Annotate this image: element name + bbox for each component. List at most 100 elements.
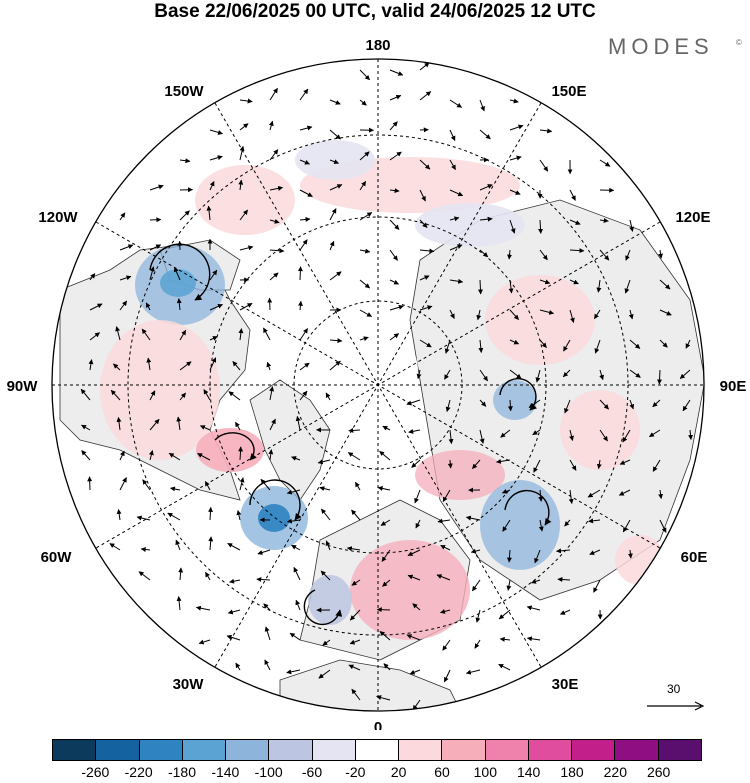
wind-vector — [239, 209, 248, 221]
wind-vector — [380, 519, 391, 526]
anomaly-shading — [100, 140, 665, 640]
wind-vector — [299, 362, 310, 371]
colorbar — [52, 739, 702, 761]
wind-vector — [289, 632, 301, 641]
wind-vector — [569, 309, 575, 323]
wind-vector — [227, 609, 241, 615]
wind-vector — [509, 369, 522, 379]
wind-vector — [382, 579, 391, 587]
wind-vector — [509, 98, 519, 104]
wind-vector — [564, 399, 571, 414]
wind-vector — [436, 574, 451, 581]
wind-vector — [208, 536, 214, 551]
wind-vector — [209, 155, 223, 161]
anomaly-high-siberia — [485, 275, 595, 365]
lon-label-150w: 150W — [164, 83, 204, 100]
colorbar-box — [96, 740, 140, 760]
wind-vector — [149, 217, 162, 223]
wind-vector — [477, 279, 483, 295]
colorbar-tick-label: 20 — [390, 764, 407, 780]
wind-vector — [474, 639, 481, 649]
reference-vector-arrow — [647, 701, 705, 711]
wind-vector — [149, 184, 164, 191]
wind-vector — [563, 339, 571, 352]
wind-vector — [688, 429, 694, 440]
lon-label-30w: 30W — [173, 676, 205, 693]
wind-vector — [264, 626, 271, 641]
wind-vector — [682, 399, 691, 412]
wind-vector — [168, 452, 181, 461]
wind-vector — [557, 577, 571, 582]
wind-vector — [321, 508, 331, 521]
wind-vector — [652, 399, 661, 408]
anomaly-high-east-atlantic — [615, 535, 665, 585]
wind-vector — [178, 567, 184, 581]
colorbar-box — [355, 740, 400, 760]
wind-vector — [379, 450, 391, 461]
wind-vector — [297, 266, 303, 281]
wind-vector — [119, 212, 126, 221]
wind-vector — [376, 607, 391, 613]
wind-vector — [179, 361, 192, 371]
wind-vector — [179, 210, 190, 221]
colorbar-tick-label: 180 — [560, 764, 584, 780]
wind-vector — [359, 279, 371, 289]
wind-vector — [599, 218, 609, 223]
wind-vector — [349, 639, 361, 645]
wind-vector — [209, 180, 215, 191]
wind-vector — [299, 390, 308, 401]
graticule — [52, 59, 704, 711]
wind-vector — [318, 669, 331, 679]
wind-vector — [293, 566, 301, 581]
wind-vector — [415, 519, 421, 529]
wind-vector — [198, 639, 211, 645]
wind-vector — [197, 453, 211, 461]
colorbar-tick-label: -100 — [254, 764, 283, 780]
wind-vector — [389, 279, 400, 285]
wind-vector — [264, 659, 271, 671]
wind-vector — [569, 429, 574, 441]
wind-vector — [149, 266, 155, 281]
wind-vector — [419, 219, 428, 228]
lon-label-60e: 60E — [681, 549, 708, 566]
wind-vector — [87, 476, 93, 491]
wind-vector — [208, 506, 214, 521]
wind-vector — [444, 339, 451, 354]
wind-vector — [534, 549, 541, 564]
map-boundary — [51, 58, 705, 712]
wind-vector — [329, 240, 335, 251]
polar-map: 180 0 90W 90E 150W 120W 60W 30W 150E 120… — [7, 37, 747, 730]
wind-vector — [329, 184, 343, 191]
lon-label-120e: 120E — [675, 209, 710, 226]
wind-vector — [359, 248, 371, 254]
wind-vector — [659, 519, 667, 533]
wind-vector — [297, 300, 303, 311]
wind-vector — [559, 609, 571, 615]
wind-vector — [238, 446, 244, 461]
wind-vector — [569, 279, 579, 285]
brand-logo: MODES — [608, 34, 714, 59]
lon-label-30e: 30E — [552, 676, 579, 693]
wind-vector — [329, 338, 343, 344]
wind-vector — [624, 279, 631, 294]
wind-vector — [136, 515, 151, 521]
wind-vector — [679, 369, 691, 379]
wind-vector — [238, 328, 244, 341]
wind-vector — [476, 309, 482, 321]
wind-vector — [299, 125, 313, 131]
map-title: Base 22/06/2025 00 UTC, valid 24/06/2025… — [154, 1, 596, 22]
wind-vector — [622, 519, 631, 533]
wind-vector — [506, 579, 512, 591]
colorbar-tick-label: 140 — [516, 764, 541, 780]
wind-vector — [359, 336, 369, 342]
wind-vector — [409, 669, 421, 675]
wind-vector — [538, 219, 544, 234]
wind-vector — [149, 244, 162, 251]
wind-vector — [627, 549, 633, 559]
wind-vector — [269, 386, 275, 401]
wind-vector — [470, 548, 481, 554]
anomaly-high-bering — [195, 165, 295, 235]
wind-vector — [588, 518, 601, 524]
wind-vector — [444, 369, 451, 380]
wind-vector — [535, 369, 541, 383]
